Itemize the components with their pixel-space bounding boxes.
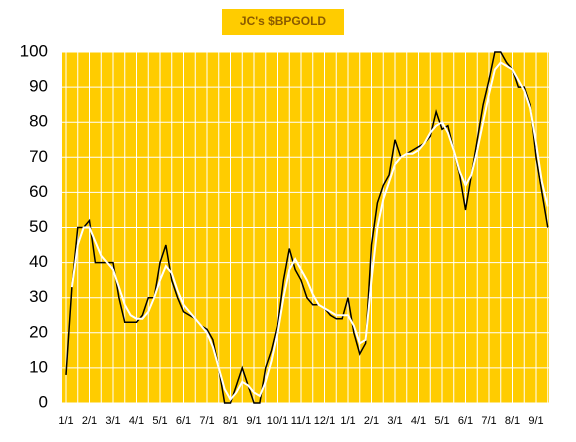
title-box (222, 9, 344, 35)
y-tick-label: 100 (20, 41, 48, 60)
data-line (70, 61, 549, 402)
y-tick-label: 40 (29, 252, 48, 271)
x-tick-label: 3/1 (387, 415, 402, 427)
x-tick-label: 1/1 (58, 415, 73, 427)
x-tick-label: 12/1 (314, 415, 335, 427)
x-tick-label: 5/1 (434, 415, 449, 427)
y-tick-label: 90 (29, 77, 48, 96)
x-tick-label: 7/1 (481, 415, 496, 427)
x-tick-label: 4/1 (129, 415, 144, 427)
y-tick-label: 50 (29, 217, 48, 236)
x-tick-label: 10/1 (267, 415, 288, 427)
x-tick-label: 9/1 (246, 415, 261, 427)
y-tick-label: 60 (29, 182, 48, 201)
x-tick-label: 8/1 (505, 415, 520, 427)
x-tick-label: 11/1 (291, 415, 312, 427)
x-tick-label: 5/1 (152, 415, 167, 427)
y-tick-label: 20 (29, 322, 48, 341)
x-tick-label: 2/1 (364, 415, 379, 427)
x-tick-label: 1/1 (340, 415, 355, 427)
data-line (65, 51, 549, 404)
y-tick-label: 0 (39, 392, 48, 411)
y-tick-label: 70 (29, 147, 48, 166)
y-tick-label: 80 (29, 112, 48, 131)
y-tick-label: 10 (29, 357, 48, 376)
x-tick-label: 2/1 (82, 415, 97, 427)
x-tick-label: 4/1 (411, 415, 426, 427)
x-tick-label: 9/1 (528, 415, 543, 427)
chart-title: JC's $BPGOLD (240, 14, 327, 28)
x-tick-label: 7/1 (199, 415, 214, 427)
x-tick-label: 6/1 (176, 415, 191, 427)
y-tick-label: 30 (29, 287, 48, 306)
x-tick-label: 3/1 (105, 415, 120, 427)
x-tick-label: 8/1 (223, 415, 238, 427)
x-tick-label: 6/1 (458, 415, 473, 427)
